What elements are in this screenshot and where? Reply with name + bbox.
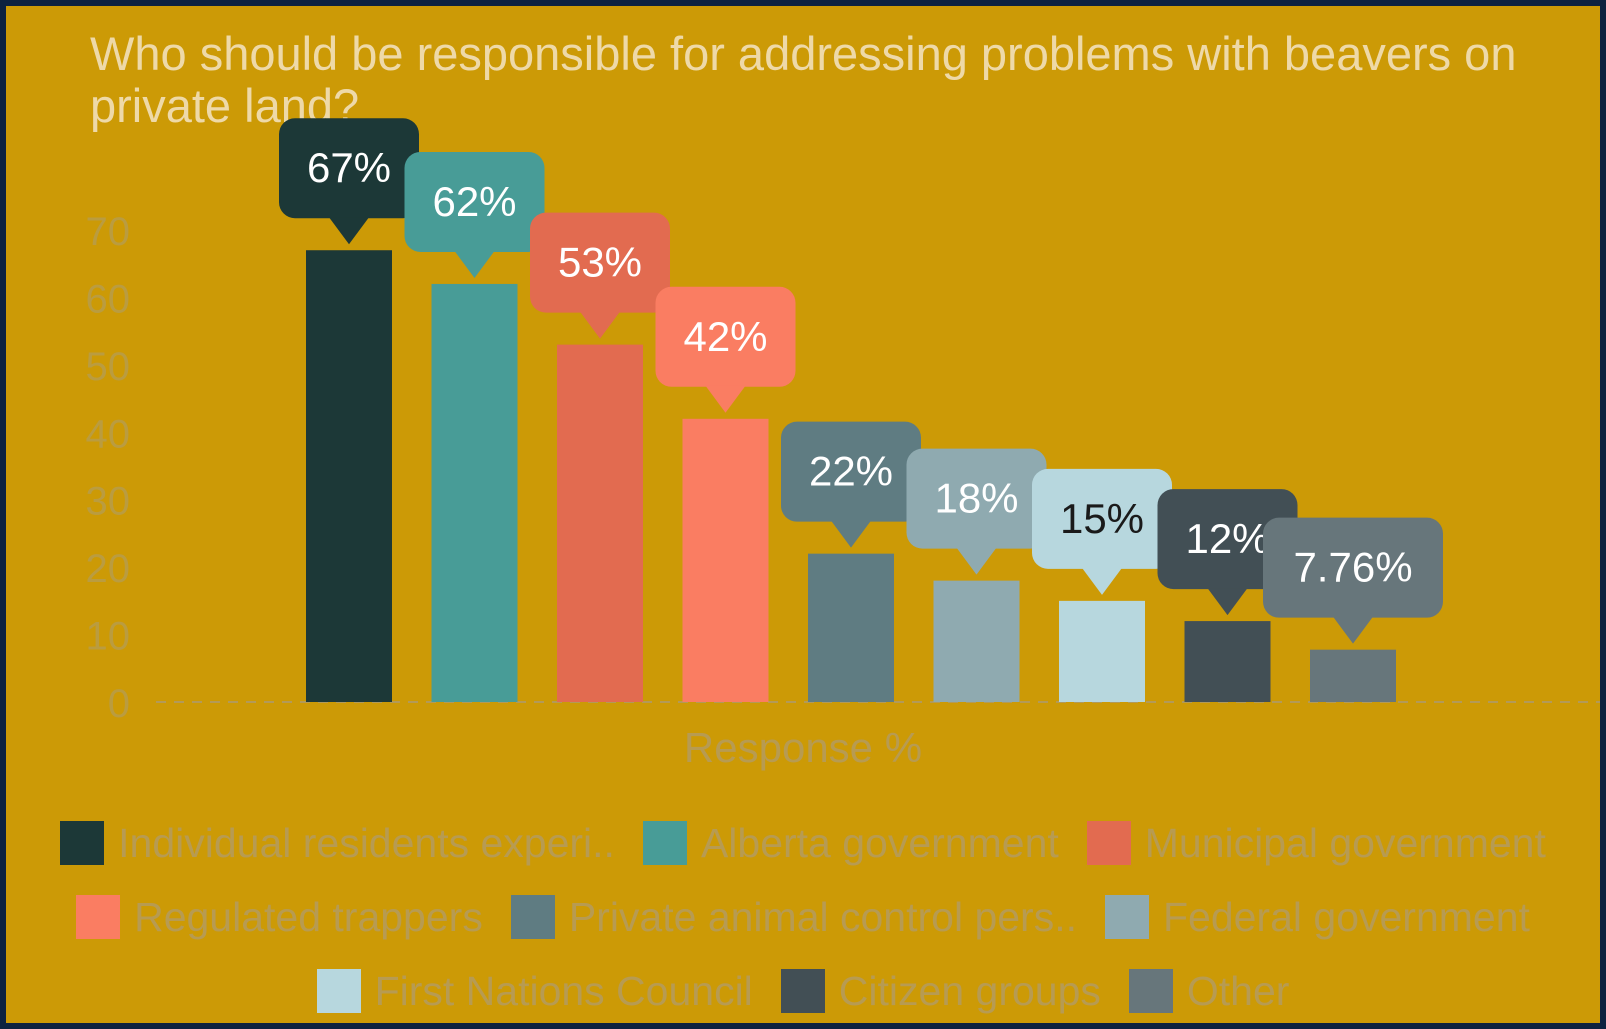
legend-label: Private animal control pers..	[568, 893, 1077, 940]
callout-bubble	[655, 286, 796, 387]
value-callout: 42%	[655, 286, 796, 413]
value-label: 15%	[1060, 495, 1144, 542]
legend-label: Federal government	[1162, 893, 1530, 940]
callout-pointer	[1333, 616, 1373, 644]
value-callout: 67%	[279, 118, 419, 245]
bar	[431, 283, 518, 702]
value-label: 53%	[558, 239, 642, 286]
value-label: 12%	[1185, 515, 1269, 562]
bar	[933, 580, 1020, 702]
value-label: 67%	[307, 144, 391, 191]
legend-swatch	[1104, 895, 1149, 939]
y-tick-label: 50	[86, 345, 131, 389]
y-tick-label: 20	[86, 547, 131, 591]
legend-item: Regulated trappers	[76, 880, 483, 954]
callout-pointer	[1082, 567, 1122, 595]
legend-swatch	[780, 969, 825, 1013]
chart-frame: Who should be responsible for addressing…	[6, 6, 1600, 1023]
callout-bubble	[781, 421, 921, 522]
callout-pointer	[831, 520, 871, 548]
value-callout: 62%	[404, 151, 545, 278]
bar	[1059, 600, 1145, 702]
value-callout: 22%	[781, 421, 921, 548]
legend-label: Regulated trappers	[134, 893, 483, 940]
bar	[682, 418, 769, 702]
bar	[557, 344, 643, 702]
legend-item: Federal government	[1104, 880, 1530, 954]
value-callout: 12%	[1157, 489, 1298, 616]
callout-bubble	[1157, 489, 1298, 590]
legend-item: Alberta government	[642, 806, 1059, 880]
legend-swatch	[76, 895, 121, 939]
callout-bubble	[404, 151, 545, 252]
legend-label: First Nations Council	[374, 967, 753, 1014]
y-tick-label: 30	[86, 480, 131, 524]
bar	[306, 250, 392, 702]
y-tick-label: 60	[86, 277, 131, 321]
value-callout: 53%	[530, 212, 670, 339]
legend-swatch	[510, 895, 555, 939]
legend-swatch	[1086, 821, 1131, 865]
legend-item: Other	[1128, 954, 1290, 1023]
legend-swatch	[1128, 969, 1173, 1013]
legend-item: First Nations Council	[316, 954, 753, 1023]
legend-label: Municipal government	[1144, 819, 1546, 866]
value-label: 22%	[809, 448, 893, 495]
callout-bubble	[906, 448, 1047, 549]
callout-pointer	[956, 547, 997, 575]
legend-label: Alberta government	[700, 819, 1059, 866]
callout-pointer	[1207, 588, 1248, 616]
callout-bubble	[1032, 468, 1172, 569]
legend-item: Municipal government	[1086, 806, 1546, 880]
bar	[1184, 621, 1271, 702]
bar	[1310, 649, 1396, 702]
y-tick-label: 40	[86, 412, 131, 456]
legend-label: Citizen groups	[838, 967, 1101, 1014]
legend-swatch	[316, 969, 361, 1013]
y-tick-label: 70	[86, 210, 131, 254]
x-axis-label: Response %	[683, 724, 923, 771]
callout-pointer	[454, 250, 495, 278]
legend-label: Other	[1186, 967, 1290, 1014]
bar	[808, 553, 894, 702]
callout-bubble	[530, 212, 670, 313]
value-label: 42%	[683, 313, 767, 360]
callout-bubble	[279, 118, 419, 219]
callout-pointer	[705, 385, 746, 413]
callout-pointer	[329, 217, 369, 245]
value-label: 62%	[432, 178, 516, 225]
value-label: 7.76%	[1293, 544, 1412, 591]
value-callout: 7.76%	[1263, 517, 1443, 644]
legend-swatch	[60, 821, 105, 865]
chart-title: Who should be responsible for addressing…	[90, 27, 1517, 132]
y-tick-label: 0	[108, 682, 130, 726]
value-callout: 18%	[906, 448, 1047, 575]
legend-swatch	[642, 821, 687, 865]
value-callout: 15%	[1032, 468, 1172, 595]
legend-item: Individual residents experi..	[60, 806, 615, 880]
callout-bubble	[1263, 517, 1443, 618]
value-label: 18%	[934, 475, 1018, 522]
chart-legend: Individual residents experi.. Alberta gov…	[6, 806, 1600, 1023]
legend-label: Individual residents experi..	[118, 819, 615, 866]
legend-item: Private animal control pers..	[510, 880, 1077, 954]
y-tick-label: 10	[86, 615, 131, 659]
bar-chart: 0 10 20 30 40 50 60 70 67% 62% 53% 42% 22% 18% 15% 12% 7…	[86, 118, 1600, 726]
callout-pointer	[580, 311, 620, 339]
legend-item: Citizen groups	[780, 954, 1101, 1023]
